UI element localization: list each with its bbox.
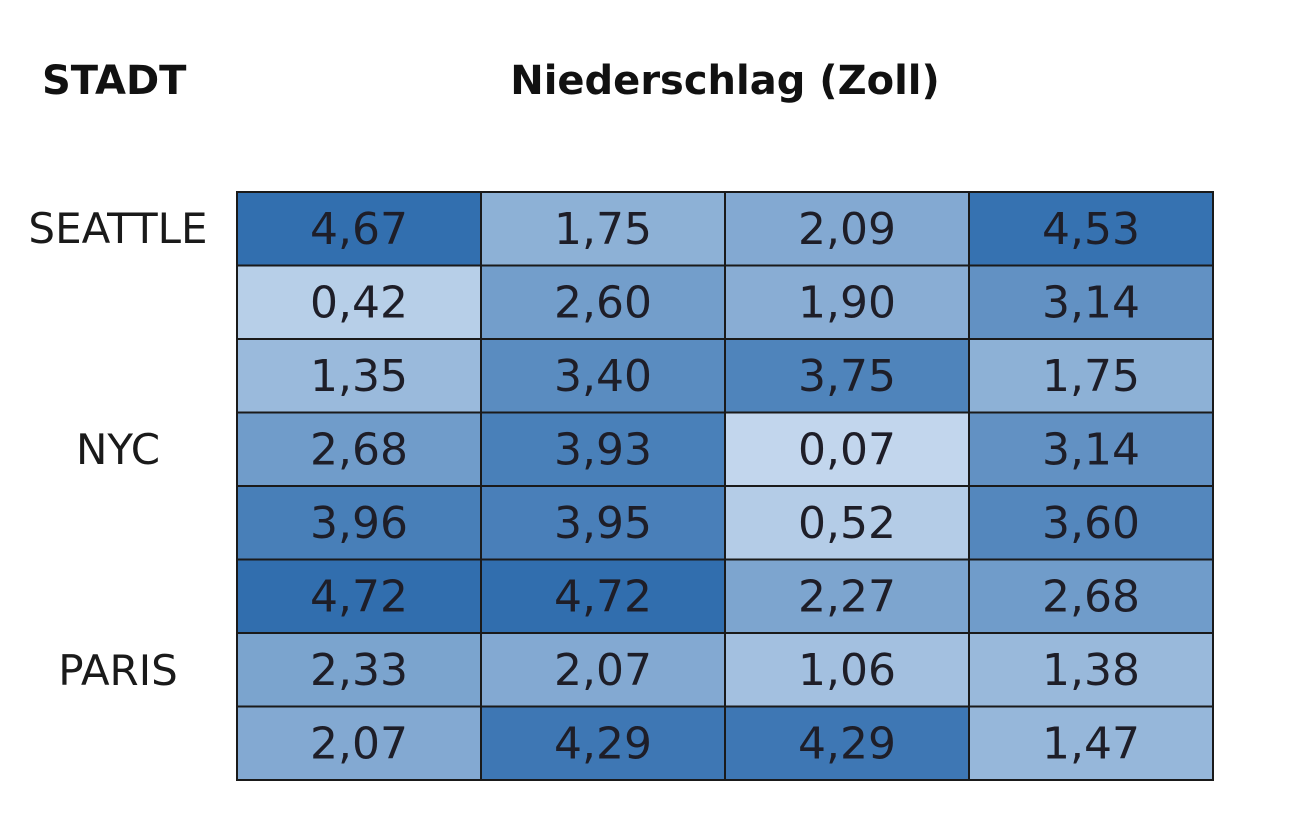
- heatmap-cell-label: 3,14: [1042, 277, 1140, 328]
- heatmap-cell: [480, 485, 726, 561]
- heatmap-cell: [236, 558, 482, 634]
- heatmap-cell-label: 3,75: [798, 351, 896, 402]
- heatmap-cell-label: 2,07: [554, 645, 652, 696]
- header-row: STADT Niederschlag (Zoll): [0, 50, 1292, 120]
- heatmap-cell-label: 0,52: [798, 498, 896, 549]
- heatmap-cell: [724, 338, 970, 414]
- heatmap-cell-label: 4,29: [798, 718, 896, 769]
- heatmap-cell-label: 3,96: [310, 498, 408, 549]
- heatmap-cell: [724, 485, 970, 561]
- heatmap-cell-label: 3,93: [554, 424, 652, 475]
- heatmap-cell-label: 1,35: [310, 351, 408, 402]
- heatmap-cell: [480, 705, 726, 781]
- heatmap-cell-label: 2,68: [1042, 571, 1140, 622]
- heatmap-cell-label: 4,72: [310, 571, 408, 622]
- heatmap-cell: [236, 338, 482, 414]
- row-header-title: STADT: [42, 58, 187, 104]
- heatmap-cell-label: 1,90: [798, 277, 896, 328]
- heatmap-cell-label: 2,07: [310, 718, 408, 769]
- heatmap-cell: [968, 705, 1214, 781]
- heatmap-cell: [968, 264, 1214, 340]
- heatmap-cell-label: 3,60: [1042, 498, 1140, 549]
- heatmap-cell: [236, 191, 482, 267]
- heatmap-cell-label: 2,68: [310, 424, 408, 475]
- heatmap-cell-label: 0,42: [310, 277, 408, 328]
- heatmap-cell: [968, 485, 1214, 561]
- heatmap-cell-label: 4,72: [554, 571, 652, 622]
- heatmap-cell: [236, 411, 482, 487]
- heatmap-cell: [968, 632, 1214, 708]
- chart-title: Niederschlag (Zoll): [510, 58, 940, 104]
- heatmap-cell: [968, 191, 1214, 267]
- heatmap-cell-label: 3,14: [1042, 424, 1140, 475]
- heatmap-cell: [480, 411, 726, 487]
- heatmap-cell-label: 3,95: [554, 498, 652, 549]
- heatmap-cell: [236, 485, 482, 561]
- heatmap-cell-label: 4,67: [310, 204, 408, 255]
- heatmap-cell-label: 4,53: [1042, 204, 1140, 255]
- heatmap-cell-label: 0,07: [798, 424, 896, 475]
- heatmap-cell: [968, 558, 1214, 634]
- heatmap-cell-label: 4,29: [554, 718, 652, 769]
- heatmap-cell-label: 2,60: [554, 277, 652, 328]
- heatmap-cell: [724, 558, 970, 634]
- heatmap-cell-label: 3,40: [554, 351, 652, 402]
- heatmap-cell-label: 1,75: [1042, 351, 1140, 402]
- heatmap-cell: [236, 705, 482, 781]
- heatmap-cell-label: 1,75: [554, 204, 652, 255]
- heatmap-cell-label: 2,27: [798, 571, 896, 622]
- city-labels: SEATTLE NYC PARIS: [0, 192, 236, 780]
- heatmap-cell-label: 1,06: [798, 645, 896, 696]
- heatmap-cell: [968, 338, 1214, 414]
- heatmap-cell: [724, 632, 970, 708]
- heatmap-cell: [480, 338, 726, 414]
- heatmap-cell-label: 1,38: [1042, 645, 1140, 696]
- city-label-nyc: NYC: [75, 425, 161, 474]
- heatmap-cell-label: 1,47: [1042, 718, 1140, 769]
- city-label-seattle: SEATTLE: [28, 204, 208, 253]
- heatmap-cell-label: 2,33: [310, 645, 408, 696]
- heatmap-cell: [724, 411, 970, 487]
- city-label-paris: PARIS: [58, 646, 178, 695]
- heatmap-cell-label: 2,09: [798, 204, 896, 255]
- heatmap-cell: [724, 191, 970, 267]
